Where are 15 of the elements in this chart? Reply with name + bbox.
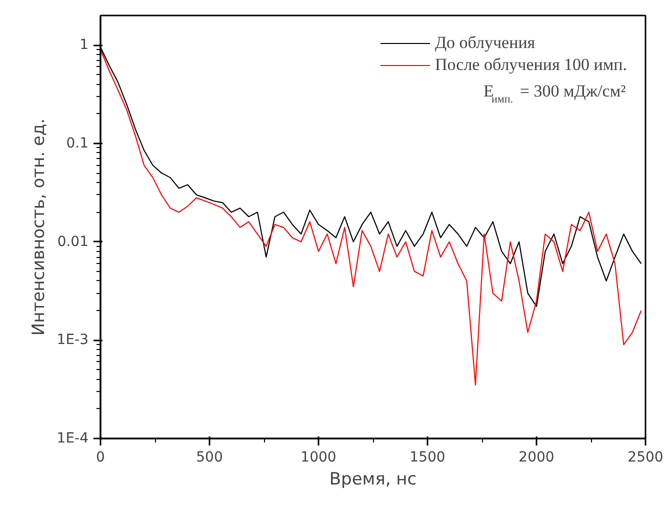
x-tick-label: 1500 (410, 450, 446, 466)
legend-label: До облучения (434, 33, 536, 53)
x-tick-label: 500 (196, 450, 223, 466)
x-tick-label: 2000 (518, 450, 554, 466)
x-tick-label: 2500 (628, 450, 664, 466)
y-tick-label: 0.1 (66, 135, 88, 152)
x-axis-title: Время, нс (329, 470, 417, 490)
legend-label: После облучения 100 имп. (434, 55, 627, 75)
y-tick-label: 1E-3 (56, 332, 89, 348)
x-tick-label: 1000 (300, 450, 336, 466)
y-tick-label: 1E-4 (56, 430, 89, 446)
y-axis-title: Интенсивность, отн. ед. (28, 118, 49, 336)
y-tick-label: 1 (80, 37, 89, 54)
y-tick-label: 0.01 (57, 234, 88, 250)
x-tick-label: 0 (96, 450, 105, 466)
